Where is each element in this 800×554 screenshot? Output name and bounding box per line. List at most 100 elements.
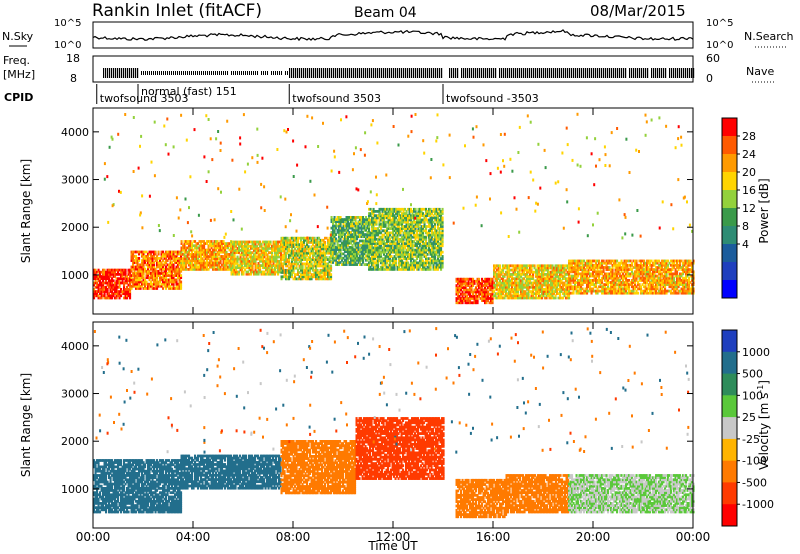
heatmap-cell (115, 294, 118, 298)
heatmap-cell (129, 292, 132, 296)
heatmap-cell (224, 261, 227, 265)
heatmap-cell (251, 268, 254, 272)
heatmap-cell (108, 281, 111, 285)
heatmap-cell (200, 257, 203, 261)
heatmap-cell (262, 249, 265, 252)
heatmap-cell (213, 268, 216, 271)
heatmap-cell (102, 283, 105, 287)
heatmap-cell (180, 250, 183, 254)
heatmap-cell (266, 270, 269, 274)
heatmap-cell (213, 248, 216, 252)
heatmap-cell (257, 268, 260, 272)
heatmap-cell (189, 240, 192, 243)
heatmap-cell (183, 250, 186, 254)
heatmap-cell (227, 244, 230, 248)
heatmap-cell (169, 276, 172, 280)
heatmap-cell (123, 270, 126, 274)
heatmap-cell (272, 272, 275, 276)
heatmap-cell (127, 283, 130, 287)
heatmap-cell (112, 283, 115, 287)
heatmap-cell (148, 261, 151, 265)
heatmap-cell (180, 240, 183, 243)
heatmap-cell (121, 273, 124, 276)
heatmap-cell (209, 250, 212, 254)
heatmap-cell (150, 267, 153, 271)
nsky-panel: N.Sky 10^5 10^0 10^5 10^0 N.Search (2, 18, 794, 51)
heatmap-cell (111, 268, 114, 272)
heatmap-cell (218, 246, 221, 250)
heatmap-cell (97, 275, 100, 278)
heatmap-cell (200, 253, 203, 256)
heatmap-cell (239, 264, 242, 267)
heatmap-cell (233, 249, 236, 252)
heatmap-cell (117, 292, 120, 296)
heatmap-cell (266, 255, 269, 259)
heatmap-cell (212, 248, 215, 252)
heatmap-cell (228, 244, 231, 248)
heatmap-cell (151, 269, 154, 273)
heatmap-cell (182, 268, 185, 271)
heatmap-cell (241, 259, 244, 263)
heatmap-cell (271, 264, 274, 267)
heatmap-cell (144, 250, 147, 254)
heatmap-cell (102, 268, 105, 272)
heatmap-cell (228, 255, 231, 258)
heatmap-cell (200, 244, 203, 248)
heatmap-cell (262, 264, 265, 267)
heatmap-cell (169, 269, 172, 273)
heatmap-cell (268, 247, 271, 250)
heatmap-cell (96, 275, 99, 278)
heatmap-cell (153, 274, 156, 277)
heatmap-cell (247, 247, 250, 250)
heatmap-cell (97, 294, 100, 298)
heatmap-cell (268, 262, 271, 265)
heatmap-cell (160, 278, 163, 282)
heatmap-cell (225, 246, 228, 250)
heatmap-cell (130, 276, 133, 280)
heatmap-cell (136, 287, 139, 290)
heatmap-cell (254, 268, 257, 272)
heatmap-cell (195, 250, 198, 254)
heatmap-cell (142, 254, 145, 258)
heatmap-cell (180, 269, 183, 273)
heatmap-cell (244, 259, 247, 263)
heatmap-cell (133, 265, 136, 269)
heatmap-cell (99, 288, 102, 291)
heatmap-cell (177, 265, 180, 269)
heatmap-cell (219, 250, 222, 254)
heatmap-cell (102, 273, 105, 276)
heatmap-cell (241, 262, 244, 265)
heatmap-cell (192, 244, 195, 248)
heatmap-cell (127, 290, 130, 293)
beam-label: Beam 04 (354, 5, 417, 21)
heatmap-cell (150, 280, 153, 284)
heatmap-cell (256, 240, 259, 244)
heatmap-cell (132, 254, 135, 258)
heatmap-cell (245, 262, 248, 265)
heatmap-cell (103, 294, 106, 298)
heatmap-cell (123, 268, 126, 272)
heatmap-cell (268, 264, 271, 267)
heatmap-cell (162, 276, 165, 280)
heatmap-cell (129, 285, 132, 289)
heatmap-cell (141, 252, 144, 256)
heatmap-cell (100, 277, 103, 281)
heatmap-cell (275, 247, 278, 250)
heatmap-cell (245, 270, 248, 274)
heatmap-cell (159, 278, 162, 282)
heatmap-cell (269, 242, 272, 246)
heatmap-cell (177, 263, 180, 267)
heatmap-cell (259, 240, 262, 244)
heatmap-cell (269, 262, 272, 265)
heatmap-cell (132, 250, 135, 254)
heatmap-cell (219, 246, 222, 250)
heatmap-cell (102, 279, 105, 283)
heatmap-cell (195, 259, 198, 263)
heatmap-cell (145, 263, 148, 267)
heatmap-cell (275, 262, 278, 265)
heatmap-cell (198, 244, 201, 248)
heatmap-cell (209, 255, 212, 258)
heatmap-cell (159, 274, 162, 277)
heatmap-cell (247, 242, 250, 246)
heatmap-cell (157, 252, 160, 256)
